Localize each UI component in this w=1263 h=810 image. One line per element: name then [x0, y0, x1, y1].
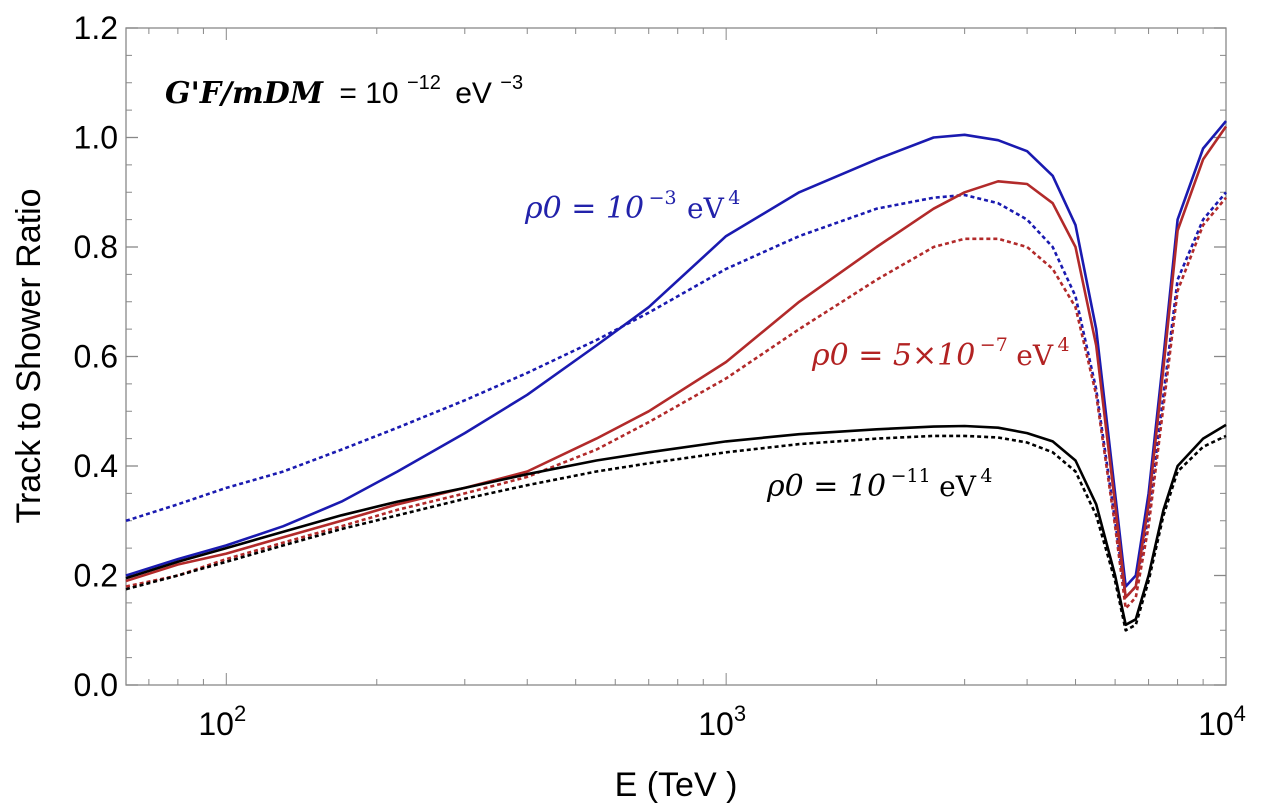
- rho-blue-unit: eV: [687, 192, 725, 225]
- annotation-rho-black: ρ0 = 10 −11 eV 4: [766, 465, 992, 504]
- y-tick-label: 0.0: [74, 667, 118, 703]
- rho-black-unit-exp: 4: [980, 465, 992, 487]
- rho-blue-main: ρ0 = 10: [524, 191, 644, 226]
- header-annotation: G'F/mDM = 10 −12 eV −3: [165, 63, 523, 111]
- rho-red-main: ρ0 = 5×10: [811, 338, 975, 373]
- header-lhs: G'F/mDM: [165, 76, 324, 111]
- series-lines: [125, 120, 1228, 632]
- header-exp: −12: [407, 72, 441, 94]
- y-tick-label: 1.0: [74, 120, 118, 156]
- ticks: [126, 27, 1227, 686]
- rho-black-unit: eV: [939, 470, 977, 503]
- y-axis-label: Track to Shower Ratio: [10, 188, 48, 523]
- x-tick-label: 104: [1198, 701, 1246, 742]
- annotation-rho-blue: ρ0 = 10 −3 eV 4: [524, 187, 740, 226]
- rho-black-exp: −11: [891, 465, 931, 487]
- rho-blue-unit-exp: 4: [728, 187, 740, 209]
- plot-frame: [125, 27, 1227, 686]
- y-tick-label: 0.6: [74, 339, 118, 375]
- rho-black-main: ρ0 = 10: [766, 469, 886, 504]
- y-tick-label: 0.8: [74, 229, 118, 265]
- series-line-5: [125, 434, 1227, 632]
- series-line-4: [125, 423, 1227, 627]
- rho-red-unit: eV: [1016, 339, 1054, 372]
- annotation-rho-red: ρ0 = 5×10 −7 eV 4: [811, 334, 1070, 373]
- header-unit: eV: [455, 77, 492, 110]
- x-axis-label: E (TeV ): [615, 766, 738, 804]
- series-line-2: [125, 125, 1228, 599]
- header-unit-exp: −3: [500, 72, 523, 94]
- y-tick-label: 0.2: [74, 558, 118, 594]
- x-tick-label: 102: [198, 701, 246, 742]
- rho-red-exp: −7: [980, 334, 1008, 356]
- rho-blue-exp: −3: [649, 187, 677, 209]
- rho-red-unit-exp: 4: [1058, 334, 1070, 356]
- y-tick-label: 1.2: [74, 10, 118, 46]
- series-line-0: [125, 120, 1227, 588]
- tick-labels: 0.0 0.2 0.4 0.6 0.8 1.0 1.2 102 103 104: [74, 10, 1246, 742]
- header-eq: = 10: [339, 77, 398, 110]
- y-tick-label: 0.4: [74, 448, 118, 484]
- x-tick-label: 103: [698, 701, 746, 742]
- series-line-3: [125, 196, 1227, 610]
